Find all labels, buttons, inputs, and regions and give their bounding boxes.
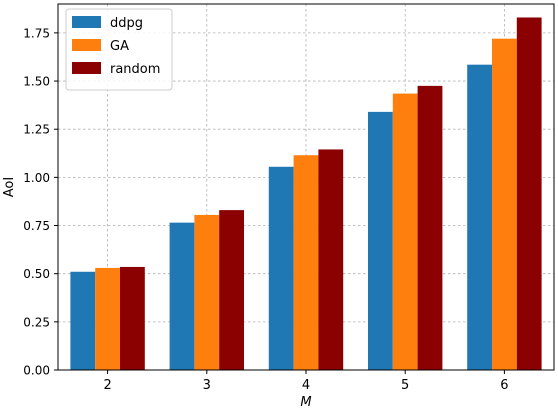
legend-label-ddpg: ddpg bbox=[110, 16, 143, 31]
bar-ga-5 bbox=[392, 93, 418, 371]
bar-random-2 bbox=[120, 266, 145, 370]
bar-ddpg-5 bbox=[368, 111, 393, 370]
x-tick-label: 3 bbox=[203, 378, 211, 393]
y-tick-label: 0.00 bbox=[23, 364, 50, 378]
y-tick-label: 0.75 bbox=[23, 219, 50, 233]
bar-ga-6 bbox=[492, 38, 517, 371]
x-tick-label: 6 bbox=[500, 378, 508, 393]
bars bbox=[70, 17, 542, 371]
bar-random-6 bbox=[516, 17, 542, 370]
legend-swatch-ga bbox=[72, 39, 101, 51]
bar-random-4 bbox=[318, 149, 344, 370]
legend: ddpg GA random bbox=[65, 8, 173, 91]
bar-ddpg-6 bbox=[467, 64, 492, 370]
y-axis-label: AoI bbox=[2, 177, 17, 197]
bar-ddpg-3 bbox=[169, 222, 195, 370]
y-tick-label: 1.50 bbox=[23, 75, 50, 89]
y-tick-label: 1.25 bbox=[23, 123, 50, 137]
bar-random-3 bbox=[219, 210, 244, 370]
y-tick-label: 0.50 bbox=[23, 267, 50, 281]
bar-ga-3 bbox=[194, 214, 220, 370]
y-tick-label: 1.00 bbox=[23, 171, 50, 185]
bar-ga-4 bbox=[293, 155, 319, 370]
bar-ddpg-4 bbox=[268, 166, 294, 370]
x-tick-label: 2 bbox=[103, 378, 111, 393]
legend-swatch-ddpg bbox=[72, 16, 101, 28]
y-axis-ticks: 0.00 0.25 0.50 0.75 1.00 1.25 1.50 1.75 bbox=[23, 26, 58, 378]
x-tick-label: 4 bbox=[302, 378, 310, 393]
x-axis-ticks: 2 3 4 5 6 bbox=[103, 370, 509, 393]
y-tick-label: 0.25 bbox=[23, 315, 50, 329]
legend-swatch-random bbox=[72, 62, 101, 74]
bar-ddpg-2 bbox=[70, 271, 96, 370]
x-tick-label: 5 bbox=[401, 378, 409, 393]
legend-label-random: random bbox=[110, 62, 160, 77]
legend-label-ga: GA bbox=[110, 39, 129, 54]
x-axis-label: M bbox=[300, 395, 311, 410]
y-tick-label: 1.75 bbox=[23, 26, 50, 40]
bar-ga-2 bbox=[95, 267, 120, 370]
bar-random-5 bbox=[417, 85, 443, 371]
